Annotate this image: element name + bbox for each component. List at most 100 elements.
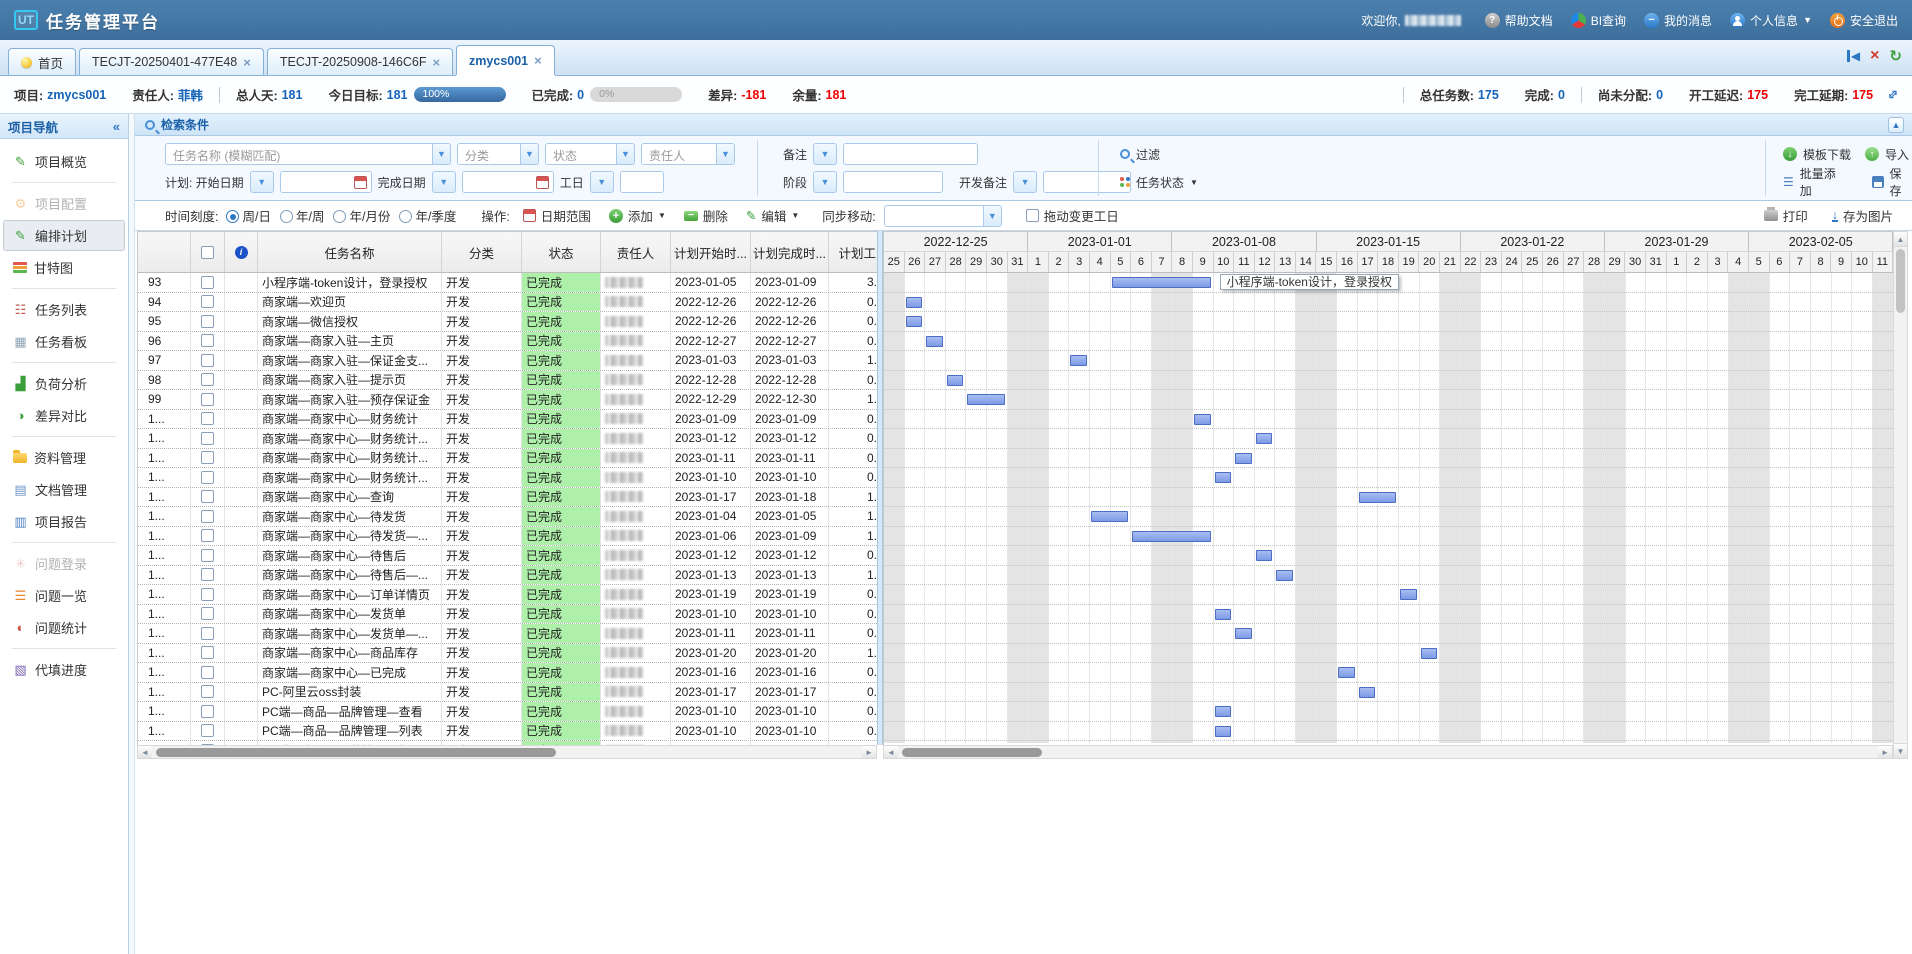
chevron-down-icon[interactable]: ▼ xyxy=(432,144,450,164)
row-select-cell[interactable] xyxy=(191,448,225,467)
chevron-down-icon[interactable]: ▼ xyxy=(716,144,734,164)
gantt-bar[interactable] xyxy=(1214,725,1232,737)
task-name-combo[interactable]: 任务名称 (模糊匹配) ▼ xyxy=(165,143,451,165)
row-select-cell[interactable] xyxy=(191,468,225,487)
column-header[interactable]: 分类 xyxy=(442,232,522,272)
sidebar-item-issue-entry[interactable]: 问题登录 xyxy=(3,548,125,579)
workday-op-dropdown[interactable]: ▼ xyxy=(589,171,614,193)
row-select-cell[interactable] xyxy=(191,409,225,428)
row-select-cell[interactable] xyxy=(191,487,225,506)
sidebar-item-project-report[interactable]: 项目报告 xyxy=(3,506,125,537)
row-select-cell[interactable] xyxy=(191,526,225,545)
filter-button[interactable]: 过滤 xyxy=(1120,143,1198,165)
row-checkbox[interactable] xyxy=(201,568,214,582)
task-row[interactable]: 1... 商家端—商家中心—财务统计 开发 已完成 2023-01-09 2023-01-… xyxy=(138,409,877,429)
task-row[interactable]: 1... 商家端—商家中心—待发货 开发 已完成 2023-01-04 2023-01-0… xyxy=(138,507,877,527)
gantt-bar[interactable] xyxy=(1214,706,1232,717)
scroll-right-icon[interactable]: ► xyxy=(1878,746,1892,758)
row-select-cell[interactable] xyxy=(191,331,225,350)
task-row[interactable]: 93 小程序端-token设计，登录授权 开发 已完成 2023-01-05 2023-0… xyxy=(138,273,877,293)
plan-start-date-input[interactable] xyxy=(279,171,372,193)
task-row[interactable]: 1... 商家端—商家中心—待售后 开发 已完成 2023-01-12 2023-01-1… xyxy=(138,546,877,566)
vertical-scrollbar[interactable]: ▲ ▼ xyxy=(1893,231,1908,759)
row-checkbox[interactable] xyxy=(201,704,214,718)
sidebar-item-config[interactable]: 项目配置 xyxy=(3,188,125,219)
row-checkbox[interactable] xyxy=(201,529,214,543)
refresh-icon[interactable]: ↻ xyxy=(1889,47,1902,65)
task-status-dropdown[interactable]: 任务状态 ▼ xyxy=(1120,171,1198,193)
remark-input[interactable] xyxy=(843,143,979,165)
gantt-bar[interactable] xyxy=(1132,530,1211,542)
task-row[interactable]: 1... 商家端—商家中心—发货单 开发 已完成 2023-01-10 2023-01-1… xyxy=(138,604,877,624)
task-row[interactable]: 99 商家端—商家入驻—预存保证金 开发 已完成 2022-12-29 2022-12-3… xyxy=(138,390,877,410)
row-select-cell[interactable] xyxy=(191,643,225,662)
row-select-cell[interactable] xyxy=(191,273,225,292)
dev-remark-op-dropdown[interactable]: ▼ xyxy=(1013,171,1038,193)
column-header[interactable]: 责任人 xyxy=(601,232,671,272)
finish-date-input[interactable] xyxy=(461,171,554,193)
task-row[interactable]: 96 商家端—商家入驻—主页 开发 已完成 2022-12-27 2022-12-27 0.… xyxy=(138,331,877,351)
help-docs-link[interactable]: ? 帮助文档 xyxy=(1484,12,1553,29)
row-checkbox[interactable] xyxy=(201,314,214,328)
add-button[interactable]: + 添加 ▼ xyxy=(608,206,666,225)
row-select-cell[interactable] xyxy=(191,390,225,409)
scroll-left-icon[interactable]: ◄ xyxy=(138,746,152,758)
gantt-bar[interactable] xyxy=(1255,433,1273,444)
sidebar-item-issue-list[interactable]: 问题一览 xyxy=(3,580,125,611)
sidebar-item-doc-mgmt[interactable]: 文档管理 xyxy=(3,474,125,505)
row-checkbox[interactable] xyxy=(201,509,214,523)
delete-button[interactable]: − 删除 xyxy=(683,206,728,225)
row-select-cell[interactable] xyxy=(191,546,225,565)
row-checkbox[interactable] xyxy=(201,295,214,309)
tab-close-icon[interactable]: × xyxy=(534,53,542,68)
row-select-cell[interactable] xyxy=(191,429,225,448)
row-checkbox[interactable] xyxy=(201,392,214,406)
scale-radio-周/日[interactable]: 周/日 xyxy=(226,206,279,225)
workday-input[interactable] xyxy=(619,171,664,193)
bi-query-link[interactable]: BI查询 xyxy=(1570,12,1626,29)
chevron-down-icon[interactable]: ▼ xyxy=(616,144,634,164)
task-row[interactable]: 1... 商家端—商家中心—待发货—... 开发 已完成 2023-01-06 2023-… xyxy=(138,526,877,546)
gantt-bar[interactable] xyxy=(926,335,943,347)
column-header[interactable]: 计划完成时... xyxy=(751,232,829,272)
sidebar-item-task-list[interactable]: 任务列表 xyxy=(3,294,125,325)
finish-op-dropdown[interactable]: ▼ xyxy=(431,171,456,193)
vertical-scroll-thumb[interactable] xyxy=(1896,249,1905,313)
tab-zmycs001[interactable]: zmycs001 × xyxy=(456,45,555,75)
row-select-cell[interactable] xyxy=(191,507,225,526)
expand-icon[interactable]: ⇕ xyxy=(1883,84,1903,104)
row-checkbox[interactable] xyxy=(201,743,214,745)
sidebar-collapse-icon[interactable]: « xyxy=(112,118,120,134)
sidebar-item-diff-compare[interactable]: 差异对比 xyxy=(3,400,125,431)
template-download-button[interactable]: ↓ 模板下载 xyxy=(1783,146,1851,163)
sidebar-item-gantt[interactable]: 甘特图 xyxy=(3,252,125,283)
row-checkbox[interactable] xyxy=(201,275,214,289)
sidebar-item-plan[interactable]: 编排计划 xyxy=(3,220,125,251)
save-image-button[interactable]: ↓ 存为图片 xyxy=(1831,207,1893,224)
sidebar-item-progress-proxy[interactable]: 代填进度 xyxy=(3,654,125,685)
remark-op-dropdown[interactable]: ▼ xyxy=(813,143,838,165)
row-select-cell[interactable] xyxy=(191,624,225,643)
scroll-left-icon[interactable]: ◄ xyxy=(884,746,898,758)
dev-remark-input[interactable] xyxy=(1043,171,1132,193)
task-row[interactable]: 1... PC端—商品—品牌管理—列表 开发 已完成 2023-01-10 2023-01… xyxy=(138,721,877,741)
select-all-header[interactable] xyxy=(191,232,225,272)
task-row[interactable]: 98 商家端—商家入驻—提示页 开发 已完成 2022-12-28 2022-12-28 0… xyxy=(138,370,877,390)
gantt-bar[interactable] xyxy=(1091,511,1129,522)
task-row[interactable]: 1... 商家端—商家中心—待售后—... 开发 已完成 2023-01-13 2023-… xyxy=(138,565,877,585)
phase-input[interactable] xyxy=(843,171,944,193)
plan-start-op-dropdown[interactable]: ▼ xyxy=(249,171,274,193)
row-select-cell[interactable] xyxy=(191,604,225,623)
scale-radio-年/月份[interactable]: 年/月份 xyxy=(333,206,399,225)
row-checkbox[interactable] xyxy=(201,412,214,426)
gantt-bar[interactable] xyxy=(967,394,1005,405)
print-button[interactable]: 打印 xyxy=(1763,206,1808,225)
checkbox-icon[interactable] xyxy=(1025,209,1039,222)
gantt-bar[interactable] xyxy=(1111,277,1211,288)
chevron-down-icon[interactable]: ▼ xyxy=(520,144,538,164)
row-select-cell[interactable] xyxy=(191,721,225,740)
info-header[interactable]: i xyxy=(225,232,258,272)
calendar-icon[interactable] xyxy=(535,175,549,189)
gantt-bar[interactable] xyxy=(905,296,923,308)
row-checkbox[interactable] xyxy=(201,451,214,465)
